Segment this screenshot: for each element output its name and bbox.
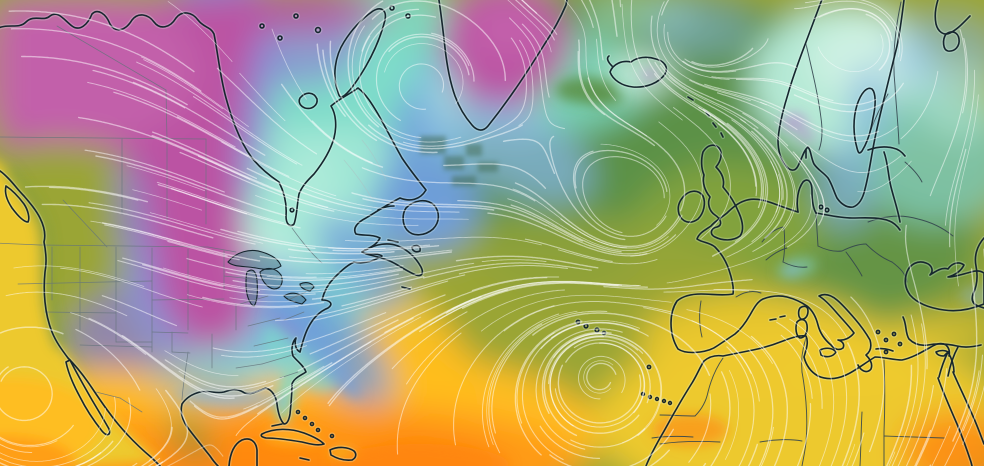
lake-erie (283, 292, 307, 305)
sea-ice-layer (420, 136, 498, 186)
